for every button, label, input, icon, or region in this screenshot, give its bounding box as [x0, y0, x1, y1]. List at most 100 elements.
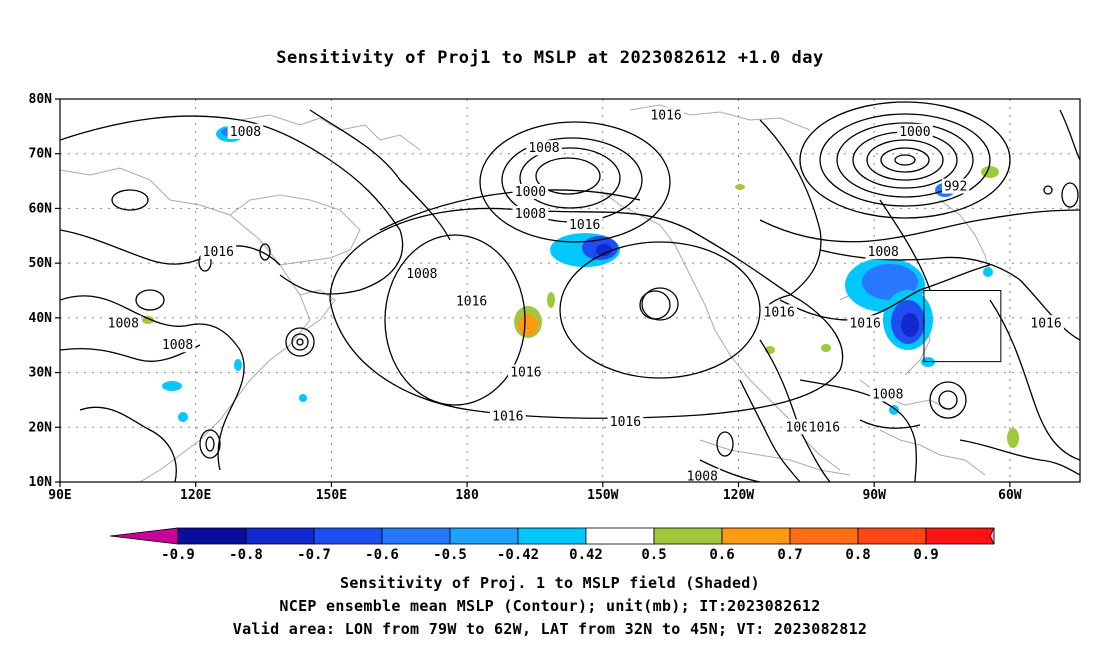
- contour-label-bg: [607, 413, 644, 429]
- contour-label-bg: [512, 184, 549, 200]
- lon-tick-label: 150W: [587, 488, 618, 503]
- contour-label: 1016: [764, 305, 795, 320]
- contour-label: 1016: [849, 316, 880, 331]
- contour-label: 1000: [515, 185, 546, 200]
- lat-tick-label: 50N: [29, 256, 53, 271]
- colorbar-segment: [585, 527, 655, 545]
- contour-label: 1008: [162, 338, 193, 353]
- colorbar-label: 0.9: [913, 547, 938, 563]
- colorbar-label: -0.5: [433, 547, 467, 563]
- contour-label-bg: [865, 244, 902, 260]
- contour-label: 1008: [687, 470, 718, 485]
- contour-label-bg: [1028, 315, 1064, 331]
- contour-label-bg: [942, 178, 970, 194]
- colorbar-label: 0.6: [709, 547, 734, 563]
- contour-label: 1008: [515, 207, 546, 222]
- colorbar-segment: [721, 527, 791, 545]
- contour-label: 1016: [569, 218, 600, 233]
- contour-label-bg: [453, 293, 490, 309]
- lon-tick-label: 90W: [862, 488, 886, 503]
- contour-label-bg: [490, 408, 526, 424]
- contour-label-bg: [869, 386, 906, 402]
- colorbar-segment: [517, 527, 587, 545]
- colorbar-segment: [789, 527, 859, 545]
- contour-label: 1016: [456, 294, 487, 309]
- contour-label-bg: [783, 419, 811, 435]
- contour-label: 1008: [230, 125, 261, 140]
- contour-label-bg: [404, 266, 440, 282]
- lon-tick-label: 60W: [998, 488, 1022, 503]
- contour-label-bg: [159, 337, 196, 353]
- contour-label-bg: [897, 123, 933, 139]
- lat-tick-label: 30N: [29, 366, 53, 381]
- colorbar-segment: [381, 527, 451, 545]
- contour-label-bg: [526, 140, 562, 156]
- lon-tick-label: 120E: [180, 488, 211, 503]
- lon-tick-label: 150E: [316, 488, 347, 503]
- map-title: Sensitivity of Proj1 to MSLP at 20230826…: [276, 48, 824, 68]
- contour-label: 1016: [1030, 316, 1061, 331]
- colorbar-left-arrow: [109, 527, 179, 545]
- caption-line-1: Sensitivity of Proj. 1 to MSLP field (Sh…: [340, 574, 760, 592]
- lon-tick-label: 90E: [48, 488, 71, 503]
- contour-label: 992: [944, 180, 967, 195]
- caption-line-2: NCEP ensemble mean MSLP (Contour); unit(…: [279, 597, 821, 615]
- lat-tick-label: 10N: [29, 475, 53, 490]
- map-frame: [59, 98, 1081, 483]
- contour-label: 1008: [406, 267, 437, 282]
- contour-label: 1008: [108, 316, 139, 331]
- colorbar-label: 0.5: [641, 547, 666, 563]
- contour-label: 1016: [510, 366, 541, 381]
- colorbar-label: -0.6: [365, 547, 399, 563]
- lat-tick-label: 40N: [29, 311, 53, 326]
- contour-label-bg: [684, 468, 721, 484]
- colorbar-segment: [449, 527, 519, 545]
- caption-line-3: Valid area: LON from 79W to 62W, LAT fro…: [232, 620, 868, 638]
- colorbar-segment: [313, 527, 383, 545]
- colorbar: -0.9 -0.8 -0.7 -0.6 -0.5 -0.42 0.42 0.5 0.6 0.7 0.…: [109, 527, 995, 563]
- valid-area-box: [923, 290, 1002, 363]
- contour-label: 1016: [492, 409, 523, 424]
- contour-label: 1000: [899, 125, 930, 140]
- contour-label-bg: [508, 364, 544, 380]
- contour-label-bg: [806, 419, 843, 435]
- colorbar-label: 0.7: [777, 547, 802, 563]
- contour-label-bg: [847, 315, 883, 331]
- colorbar-segment: [925, 527, 995, 545]
- colorbar-segment: [653, 527, 723, 545]
- colorbar-segment: [245, 527, 315, 545]
- colorbar-label: -0.9: [161, 547, 195, 563]
- contour-label-bg: [227, 123, 264, 139]
- lat-tick-label: 70N: [29, 147, 53, 162]
- lat-tick-label: 80N: [29, 92, 53, 107]
- contour-label: 1016: [203, 245, 234, 260]
- colorbar-label: 0.8: [845, 547, 870, 563]
- contour-label-bg: [761, 304, 798, 320]
- contour-label: 1008: [872, 387, 903, 402]
- mslp-contours: [60, 101, 1080, 482]
- contour-label: 1008: [528, 141, 559, 156]
- contour-label-bg: [105, 315, 142, 331]
- contour-label: 1008: [868, 245, 899, 260]
- contour-label-bg: [200, 244, 237, 260]
- lon-tick-label: 180: [455, 488, 479, 503]
- colorbar-label: 0.42: [569, 547, 603, 563]
- contour-label-bg: [648, 107, 684, 123]
- contour-label: 100: [786, 420, 809, 435]
- contour-label: 1016: [650, 108, 681, 123]
- contour-label-bg: [566, 216, 603, 232]
- colorbar-segment: [177, 527, 247, 545]
- colorbar-label: -0.7: [297, 547, 331, 563]
- colorbar-label: -0.42: [497, 547, 539, 563]
- colorbar-segment: [857, 527, 927, 545]
- lat-tick-label: 60N: [29, 201, 53, 216]
- contour-label: 1016: [610, 415, 641, 430]
- lon-tick-label: 120W: [723, 488, 754, 503]
- sensitivity-shading: [142, 126, 1019, 448]
- colorbar-right-arrow: [989, 527, 995, 545]
- lat-tick-label: 20N: [29, 420, 53, 435]
- contour-labels: 1008 1016 1008 1000 1000 1008 992 1016 1016 1008 1…: [105, 107, 1064, 485]
- contour-label: 1016: [809, 420, 840, 435]
